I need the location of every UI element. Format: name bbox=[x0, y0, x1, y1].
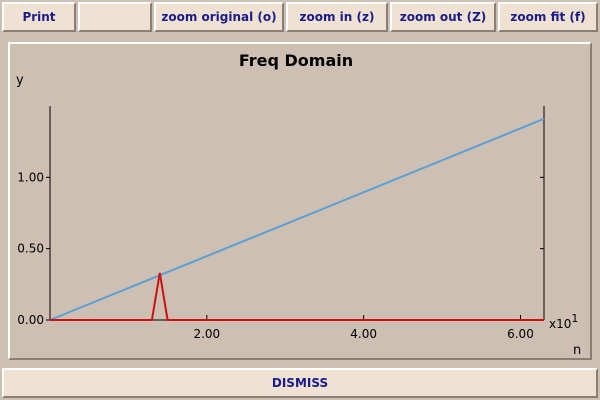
axis-ticks: 0.00 0.50 1.00 2.00 4.00 6.00 bbox=[17, 170, 544, 341]
zoom-in-button[interactable]: zoom in (z) bbox=[286, 2, 388, 32]
x-multiplier-label: x101 bbox=[549, 312, 578, 331]
chart-title: Freq Domain bbox=[239, 51, 353, 70]
plot-axes bbox=[49, 106, 545, 321]
y-tick-label: 0.50 bbox=[17, 242, 44, 256]
plot-series bbox=[49, 117, 545, 321]
x-axis-label: n bbox=[573, 343, 581, 358]
print-button[interactable]: Print bbox=[2, 2, 76, 32]
x-tick-label: 4.00 bbox=[350, 327, 377, 341]
series-line-impulse bbox=[50, 272, 544, 321]
freq-domain-chart: Freq Domain y n x101 0.00 0.50 1.00 2.00 4.0… bbox=[16, 51, 581, 358]
dismiss-button[interactable]: DISMISS bbox=[2, 368, 598, 398]
zoom-original-button[interactable]: zoom original (o) bbox=[154, 2, 284, 32]
zoom-fit-button[interactable]: zoom fit (f) bbox=[498, 2, 598, 32]
x-tick-label: 2.00 bbox=[193, 327, 220, 341]
y-axis-label: y bbox=[16, 73, 24, 88]
chart-panel: Freq Domain y n x101 0.00 0.50 1.00 2.00 4.0… bbox=[8, 42, 592, 360]
y-tick-label: 0.00 bbox=[17, 313, 44, 327]
x-multiplier-base: x10 bbox=[549, 317, 571, 331]
x-tick-label: 6.00 bbox=[507, 327, 534, 341]
zoom-out-button[interactable]: zoom out (Z) bbox=[390, 2, 496, 32]
x-multiplier-exponent: 1 bbox=[571, 312, 578, 325]
series-line-ramp bbox=[49, 117, 545, 321]
toolbar-spacer bbox=[78, 2, 152, 32]
y-tick-label: 1.00 bbox=[17, 170, 44, 184]
